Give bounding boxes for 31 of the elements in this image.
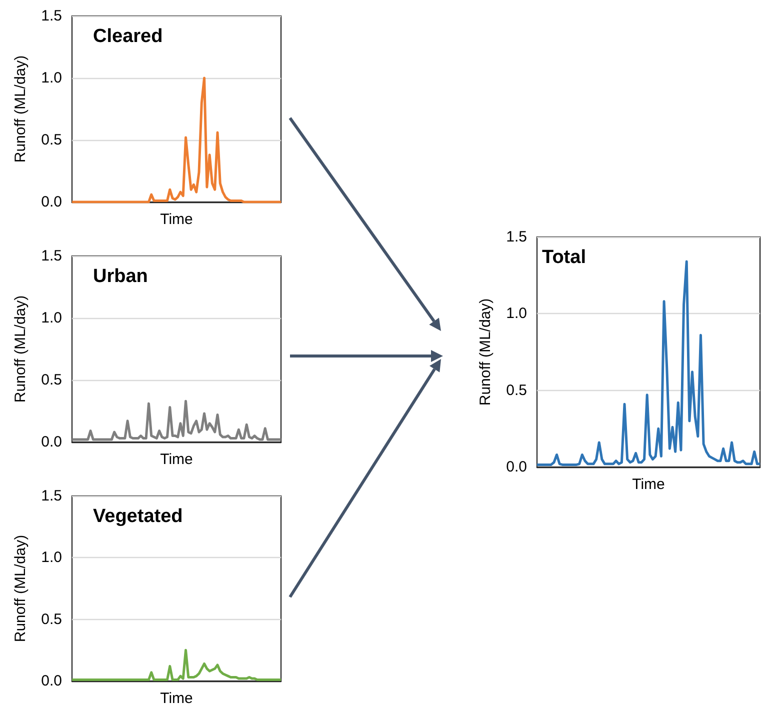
line-series <box>70 400 282 441</box>
y-tick-label: 1.5 <box>41 248 62 264</box>
y-tick-label: 1.0 <box>41 549 62 566</box>
y-tick-label: 0.0 <box>41 434 62 450</box>
y-tick-label: 0.5 <box>506 382 527 399</box>
y-tick-label: 1.0 <box>506 305 527 322</box>
y-tick-label: 0.5 <box>41 132 62 148</box>
x-axis-title: Time <box>160 690 193 707</box>
y-tick-label: 1.0 <box>41 310 62 326</box>
y-tick-label: 0.0 <box>41 194 62 210</box>
x-axis-title: Time <box>160 451 193 468</box>
y-tick-label: 0.0 <box>506 458 527 476</box>
x-axis-title: Time <box>632 476 665 493</box>
y-tick-label: 1.5 <box>41 8 62 24</box>
y-tick-label: 1.5 <box>41 488 62 504</box>
x-axis-title: Time <box>160 211 193 228</box>
text: Vegetated <box>93 506 183 527</box>
y-tick-label: 0.5 <box>41 610 62 628</box>
line-series <box>70 648 282 682</box>
line-series <box>70 76 282 204</box>
text: Urban <box>93 266 148 287</box>
y-tick-label: 0.5 <box>41 372 62 388</box>
text: Cleared <box>93 26 163 47</box>
text: Total <box>542 247 586 268</box>
y-axis-title: Runoff (ML/day) <box>12 295 29 403</box>
y-axis-title: Runoff (ML/day) <box>477 298 494 406</box>
y-axis-title: Runoff (ML/day) <box>12 534 29 642</box>
y-tick-label: 1.5 <box>506 228 527 246</box>
y-axis-title: Runoff (ML/day) <box>12 55 29 163</box>
y-tick-label: 1.0 <box>41 70 62 86</box>
y-tick-label: 0.0 <box>41 672 62 690</box>
